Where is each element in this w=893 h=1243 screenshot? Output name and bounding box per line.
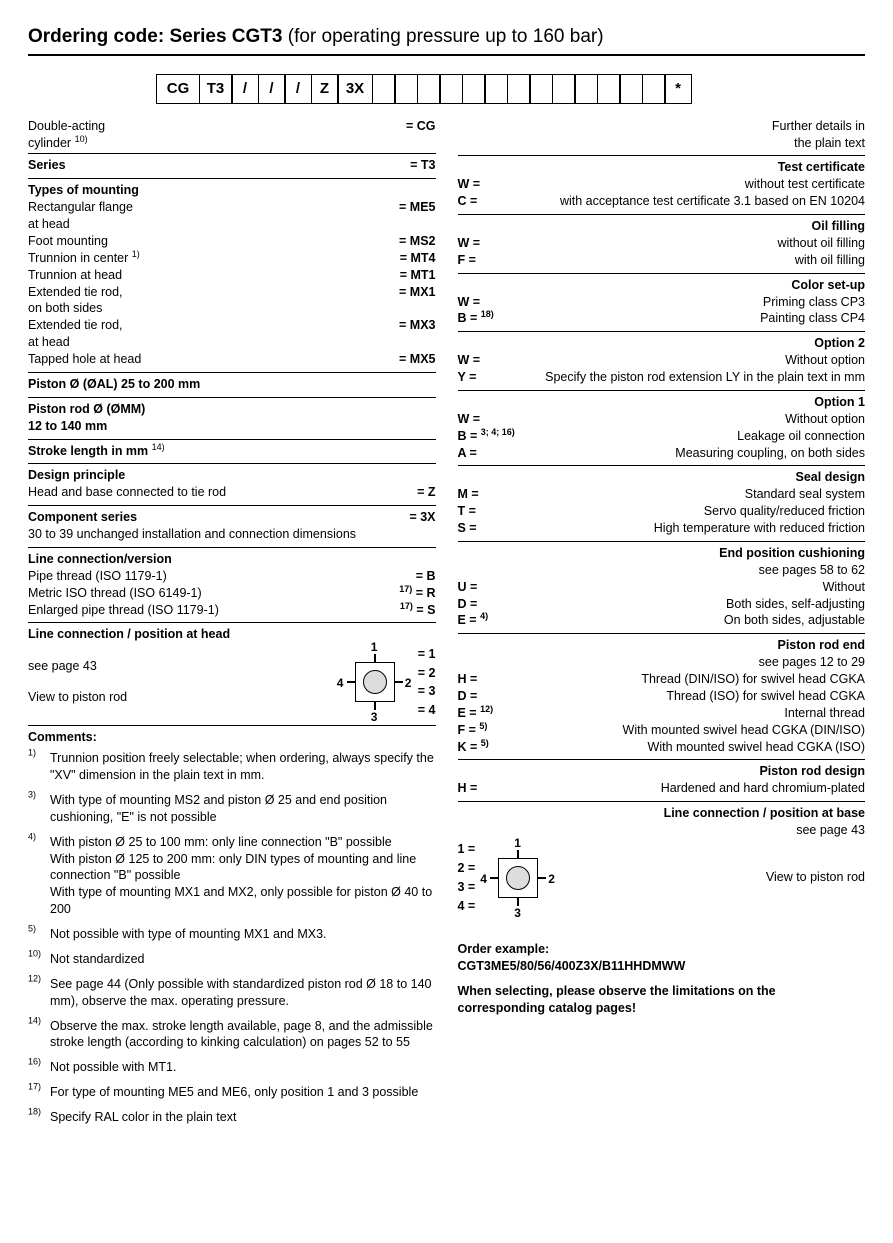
seal-item: T =Servo quality/reduced friction bbox=[458, 503, 866, 520]
ordering-box: CG bbox=[156, 74, 200, 104]
ordering-box bbox=[574, 74, 598, 104]
comment-item: 1)Trunnion position freely selectable; w… bbox=[28, 750, 436, 784]
rodend-item: D =Thread (ISO) for swivel head CGKA bbox=[458, 688, 866, 705]
color-item: W =Priming class CP3 bbox=[458, 294, 866, 311]
opt2-item: W =Without option bbox=[458, 352, 866, 369]
mounting-item: Extended tie rod,at head= MX3 bbox=[28, 317, 436, 351]
comment-item: 18)Specify RAL color in the plain text bbox=[28, 1109, 436, 1126]
further-details: Further details inthe plain text bbox=[458, 118, 866, 156]
rodend-item: K = 5)With mounted swivel head CGKA (ISO… bbox=[458, 739, 866, 756]
comments-title: Comments: bbox=[28, 729, 436, 746]
comment-item: 5)Not possible with type of mounting MX1… bbox=[28, 926, 436, 943]
ordering-box bbox=[642, 74, 666, 104]
mounting-item: Rectangular flangeat head= ME5 bbox=[28, 199, 436, 233]
pos-diagram-base: 1 2 3 4 bbox=[483, 843, 553, 913]
ordering-box: / bbox=[231, 74, 259, 104]
position-head: Line connection / position at head see p… bbox=[28, 622, 436, 725]
color-item: B = 18)Painting class CP4 bbox=[458, 310, 866, 327]
rodend-item: F = 5)With mounted swivel head CGKA (DIN… bbox=[458, 722, 866, 739]
title-rule bbox=[28, 54, 865, 56]
ordering-box bbox=[507, 74, 531, 104]
color-setup: Color set-up W =Priming class CP3B = 18)… bbox=[458, 273, 866, 332]
ordering-box bbox=[394, 74, 418, 104]
roddes-item: H =Hardened and hard chromium-plated bbox=[458, 780, 866, 797]
comments: 1)Trunnion position freely selectable; w… bbox=[28, 750, 436, 1126]
piston: Piston Ø (ØAL) 25 to 200 mm bbox=[28, 372, 436, 397]
mounting-item: Tapped hole at head= MX5 bbox=[28, 351, 436, 368]
double-acting: Double-acting cylinder 10) = CG bbox=[28, 118, 436, 154]
cushion-item: U =Without bbox=[458, 579, 866, 596]
comment-item: 17)For type of mounting ME5 and ME6, onl… bbox=[28, 1084, 436, 1101]
order-example: Order example: CGT3ME5/80/56/400Z3X/B11H… bbox=[458, 941, 866, 975]
page-title: Ordering code: Series CGT3 (for operatin… bbox=[28, 24, 865, 50]
ordering-box bbox=[597, 74, 621, 104]
testcert-item: C =with acceptance test certificate 3.1 … bbox=[458, 193, 866, 210]
test-certificate: Test certificate W =without test certifi… bbox=[458, 155, 866, 214]
position-base: Line connection / position at base see p… bbox=[458, 801, 866, 921]
ordering-box bbox=[484, 74, 508, 104]
mounting-item: Trunnion at head= MT1 bbox=[28, 267, 436, 284]
testcert-item: W =without test certificate bbox=[458, 176, 866, 193]
comment-item: 16)Not possible with MT1. bbox=[28, 1059, 436, 1076]
ordering-box: T3 bbox=[199, 74, 233, 104]
ordering-box bbox=[462, 74, 486, 104]
ordering-box bbox=[439, 74, 463, 104]
ordering-box bbox=[619, 74, 643, 104]
ordering-box: Z bbox=[311, 74, 339, 104]
pos-diagram-head: 1 2 3 4 bbox=[340, 647, 410, 717]
linever-item: Metric ISO thread (ISO 6149-1)17) = R bbox=[28, 585, 436, 602]
mounting-item: Foot mounting= MS2 bbox=[28, 233, 436, 250]
mounting-item: Trunnion in center 1)= MT4 bbox=[28, 250, 436, 267]
option-2: Option 2 W =Without optionY =Specify the… bbox=[458, 331, 866, 390]
seal-item: M =Standard seal system bbox=[458, 486, 866, 503]
comment-item: 3)With type of mounting MS2 and piston Ø… bbox=[28, 792, 436, 826]
option-1: Option 1 W =Without optionB = 3; 4; 16)L… bbox=[458, 390, 866, 466]
component-series: Component series= 3X 30 to 39 unchanged … bbox=[28, 505, 436, 547]
opt1-item: A =Measuring coupling, on both sides bbox=[458, 445, 866, 462]
piston-rod-end: Piston rod end see pages 12 to 29 H =Thr… bbox=[458, 633, 866, 759]
design: Design principle Head and base connected… bbox=[28, 463, 436, 505]
line-version: Line connection/version Pipe thread (ISO… bbox=[28, 547, 436, 623]
mounting: Types of mounting Rectangular flangeat h… bbox=[28, 178, 436, 372]
piston-rod-design: Piston rod design H =Hardened and hard c… bbox=[458, 759, 866, 801]
left-column: Double-acting cylinder 10) = CG Series= … bbox=[28, 118, 436, 1138]
mounting-item: Extended tie rod,on both sides= MX1 bbox=[28, 284, 436, 318]
opt2-item: Y =Specify the piston rod extension LY i… bbox=[458, 369, 866, 386]
comment-item: 4)With piston Ø 25 to 100 mm: only line … bbox=[28, 834, 436, 918]
piston-rod: Piston rod Ø (ØMM)12 to 140 mm bbox=[28, 397, 436, 439]
rodend-item: E = 12)Internal thread bbox=[458, 705, 866, 722]
end-cushioning: End position cushioning see pages 58 to … bbox=[458, 541, 866, 633]
ordering-box bbox=[552, 74, 576, 104]
oil-item: F =with oil filling bbox=[458, 252, 866, 269]
order-note: When selecting, please observe the limit… bbox=[458, 983, 866, 1017]
ordering-box: * bbox=[664, 74, 692, 104]
opt1-item: B = 3; 4; 16)Leakage oil connection bbox=[458, 428, 866, 445]
comment-item: 10)Not standardized bbox=[28, 951, 436, 968]
ordering-box bbox=[372, 74, 396, 104]
ordering-box: 3X bbox=[337, 74, 373, 104]
right-column: Further details inthe plain text Test ce… bbox=[458, 118, 866, 1138]
comment-item: 12)See page 44 (Only possible with stand… bbox=[28, 976, 436, 1010]
comment-item: 14)Observe the max. stroke length availa… bbox=[28, 1018, 436, 1052]
linever-item: Enlarged pipe thread (ISO 1179-1)17) = S bbox=[28, 602, 436, 619]
seal-design: Seal design M =Standard seal systemT =Se… bbox=[458, 465, 866, 541]
oil-item: W =without oil filling bbox=[458, 235, 866, 252]
cushion-item: E = 4)On both sides, adjustable bbox=[458, 612, 866, 629]
linever-item: Pipe thread (ISO 1179-1)= B bbox=[28, 568, 436, 585]
ordering-boxes: CGT3///Z3X* bbox=[156, 74, 865, 104]
rodend-item: H =Thread (DIN/ISO) for swivel head CGKA bbox=[458, 671, 866, 688]
oil-filling: Oil filling W =without oil fillingF =wit… bbox=[458, 214, 866, 273]
ordering-box: / bbox=[284, 74, 312, 104]
seal-item: S =High temperature with reduced frictio… bbox=[458, 520, 866, 537]
series: Series= T3 bbox=[28, 153, 436, 178]
cushion-item: D =Both sides, self-adjusting bbox=[458, 596, 866, 613]
stroke: Stroke length in mm 14) bbox=[28, 439, 436, 464]
opt1-item: W =Without option bbox=[458, 411, 866, 428]
ordering-box bbox=[529, 74, 553, 104]
ordering-box bbox=[417, 74, 441, 104]
ordering-box: / bbox=[258, 74, 286, 104]
